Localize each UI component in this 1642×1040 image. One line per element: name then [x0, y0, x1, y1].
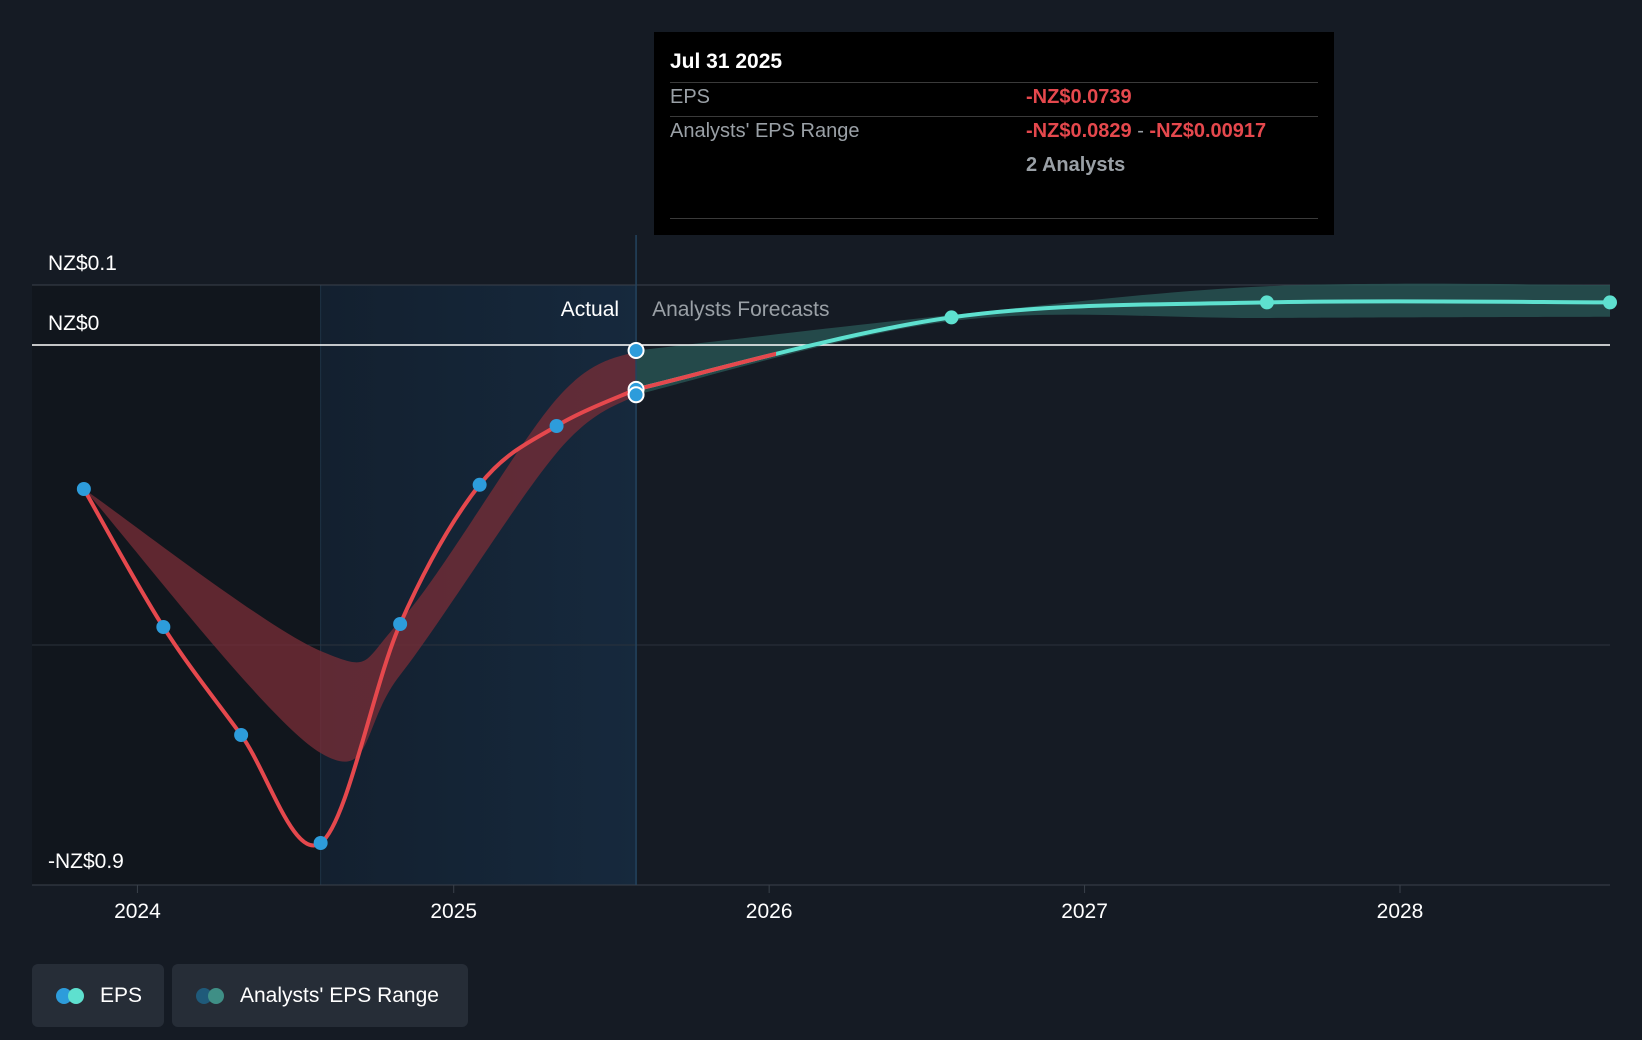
actual-eps-point — [549, 419, 564, 433]
forecast-eps-point — [944, 310, 959, 325]
tooltip-range-label: Analysts' EPS Range — [670, 120, 860, 142]
x-tick-label: 2026 — [746, 900, 793, 923]
y-tick-label: -NZ$0.9 — [48, 850, 124, 873]
forecast-eps-point — [1259, 295, 1274, 310]
tooltip-range-value: -NZ$0.0829 - -NZ$0.00917 — [1026, 120, 1266, 143]
tooltip-divider — [670, 218, 1318, 219]
hover-point — [627, 386, 645, 404]
tooltip: Jul 31 2025 EPS -NZ$0.0739 Analysts' EPS… — [654, 32, 1334, 235]
forecast-section-label: Analysts Forecasts — [652, 298, 829, 321]
x-tick-label: 2025 — [430, 900, 477, 923]
tooltip-eps-label: EPS — [670, 86, 711, 108]
legend-eps-label: EPS — [100, 983, 143, 1007]
actual-section-label: Actual — [561, 298, 619, 321]
legend-eps[interactable]: EPS — [32, 964, 164, 1027]
future-eps-range-band — [636, 283, 1610, 395]
tooltip-date: Jul 31 2025 — [670, 50, 783, 73]
x-tick-label: 2028 — [1377, 900, 1424, 923]
actual-eps-point — [393, 617, 408, 631]
actual-eps-point — [234, 728, 249, 742]
actual-eps-point — [76, 482, 91, 496]
y-tick-label: NZ$0 — [48, 312, 99, 335]
tooltip-range-row: Analysts' EPS Range -NZ$0.0829 - -NZ$0.0… — [670, 116, 1318, 151]
x-tick-label: 2027 — [1061, 900, 1108, 923]
actual-eps-point — [313, 836, 328, 850]
past-eps-range-band — [83, 350, 637, 762]
eps-legend-icon — [56, 987, 88, 1004]
actual-eps-point — [156, 620, 171, 634]
x-tick-label: 2024 — [114, 900, 161, 923]
legend-eps-range[interactable]: Analysts' EPS Range — [172, 964, 468, 1027]
actual-eps-point — [472, 477, 487, 492]
tooltip-range-low: -NZ$0.0829 — [1026, 120, 1132, 142]
legend-eps-range-label: Analysts' EPS Range — [240, 983, 439, 1007]
tooltip-analysts-count: 2 Analysts — [1026, 154, 1126, 176]
tooltip-range-high: -NZ$0.00917 — [1149, 120, 1267, 142]
forecast-eps-point — [1603, 295, 1617, 310]
hover-point — [627, 342, 645, 360]
forecast-transition-line — [636, 351, 777, 392]
tooltip-eps-row: EPS -NZ$0.0739 — [670, 82, 1318, 117]
actual-eps-line — [81, 387, 639, 848]
y-tick-label: NZ$0.1 — [48, 252, 117, 275]
eps-range-legend-icon — [196, 987, 228, 1004]
tooltip-range-separator: - — [1137, 120, 1144, 142]
tooltip-eps-value: -NZ$0.0739 — [1026, 86, 1132, 108]
